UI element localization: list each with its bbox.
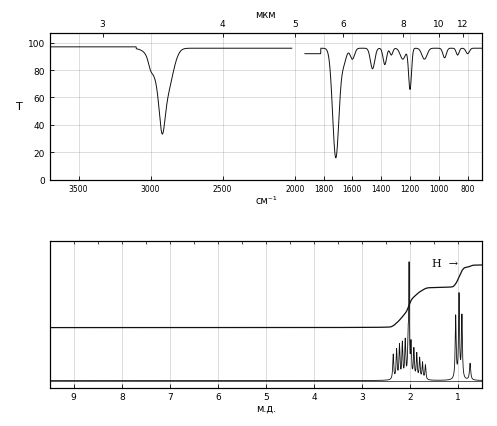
X-axis label: мкм: мкм [255,9,276,20]
Y-axis label: T: T [16,102,23,112]
X-axis label: м.д.: м.д. [256,403,276,413]
Text: H  →: H → [431,259,458,269]
X-axis label: см⁻¹: см⁻¹ [255,196,277,205]
